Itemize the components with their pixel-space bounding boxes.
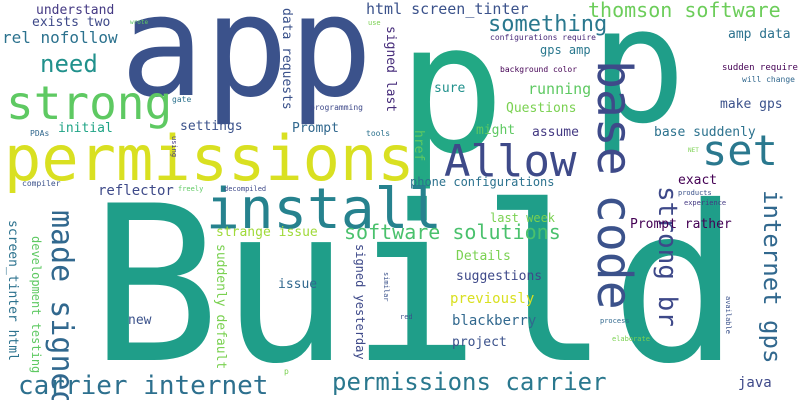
word-reflector: reflector <box>98 183 174 199</box>
word-pdas: PDAs <box>30 129 50 138</box>
word-using: using <box>170 136 178 158</box>
word-permissions-carrier: permissions carrier <box>332 368 607 396</box>
word-prompt-rather: Prompt rather <box>630 217 732 232</box>
word-install: install <box>206 177 443 242</box>
word-signed-yesterday: signed yesterday <box>353 244 367 360</box>
word-use: use <box>368 19 381 27</box>
word-software-solutions: software solutions <box>344 220 561 244</box>
word-p-2: p <box>590 0 687 159</box>
word-strong: strong <box>6 76 173 130</box>
word-configurations-require: configurations require <box>490 33 596 42</box>
word-exact: exact <box>678 173 718 188</box>
word-experience: experience <box>684 199 727 207</box>
word-rel-nofollow: rel nofollow <box>2 28 118 47</box>
word-allow: Allow <box>444 136 577 187</box>
word-set: set <box>702 126 778 175</box>
word-strange-issue: strange issue <box>216 225 318 240</box>
word-signed-last: signed last <box>383 26 398 113</box>
word-base: base <box>586 60 642 176</box>
word-decompiled: decompiled <box>224 185 267 193</box>
word-compiler: compiler <box>22 179 61 188</box>
word-suddenly-default: suddenly default <box>213 244 228 370</box>
word-href: href <box>411 130 426 162</box>
word-red: red <box>400 313 413 321</box>
word-exists-two: exists two <box>32 15 111 30</box>
word-assume: assume <box>532 125 579 140</box>
word-project: project <box>452 335 507 350</box>
word-make-gps: make gps <box>720 97 783 112</box>
word-something: something <box>488 12 608 37</box>
word-process: process <box>600 317 630 325</box>
word-internet-gps: internet gps <box>758 190 786 364</box>
word-blackberry: blackberry <box>452 313 537 329</box>
word-need: need <box>40 50 98 78</box>
word-gps-amp: gps amp <box>540 43 591 57</box>
word-questions: Questions <box>506 101 577 116</box>
word-products: products <box>678 189 712 197</box>
word-initial: initial <box>58 121 113 136</box>
word-will-change: will change <box>742 75 795 84</box>
word-build: Build <box>90 160 741 400</box>
word-freely: freely <box>178 185 204 193</box>
word-java: java <box>738 375 772 391</box>
word-details: Details <box>456 249 511 264</box>
word-previously: previously <box>450 291 535 307</box>
word-carrier-internet: carrier internet <box>18 371 269 400</box>
word-p-1: p <box>397 0 506 194</box>
word-available: available <box>724 296 732 334</box>
word-elaborate: elaborate <box>612 335 650 343</box>
word-code: code <box>586 194 642 310</box>
word-issue: issue <box>278 277 318 292</box>
word-sure: sure <box>434 81 466 96</box>
word-settings: settings <box>180 119 243 134</box>
word-strong-br: strong br <box>652 186 682 327</box>
word-app: app <box>120 0 373 129</box>
word-permissions: permissions <box>4 122 415 195</box>
word-made-signed: made signed <box>44 210 79 400</box>
word-might: might <box>476 123 516 138</box>
word-phone-configurations: phone configurations <box>410 175 555 189</box>
word-tools: tools <box>366 129 391 138</box>
word-data-requests: data requests <box>279 8 294 110</box>
word-last-week: last week <box>490 211 556 225</box>
word-html-screen-tinter: html screen_tinter <box>366 0 529 18</box>
word-similar: similar <box>382 272 390 302</box>
word-background-color: background color <box>500 65 578 74</box>
word-gate: gate <box>172 95 192 104</box>
word-development-testing: development testing <box>29 236 43 374</box>
word-amp-data: amp data <box>728 27 791 42</box>
word-understand: understand <box>36 3 115 18</box>
word-screen-tinter-html: screen_tinter html <box>5 220 20 361</box>
word-base-suddenly: base suddenly <box>654 125 756 140</box>
word-net: NET <box>688 147 699 154</box>
word-programming: programming <box>310 103 363 112</box>
word-running: running <box>528 80 592 98</box>
word-prompt: Prompt <box>292 121 339 136</box>
word-thomson-software: thomson software <box>588 0 781 22</box>
word-p-small: p <box>284 367 289 376</box>
word-wrote: wrote <box>130 19 149 26</box>
word-new: new <box>128 313 152 328</box>
word-suggestions: suggestions <box>456 269 543 284</box>
word-sudden-require: sudden require <box>722 63 798 73</box>
